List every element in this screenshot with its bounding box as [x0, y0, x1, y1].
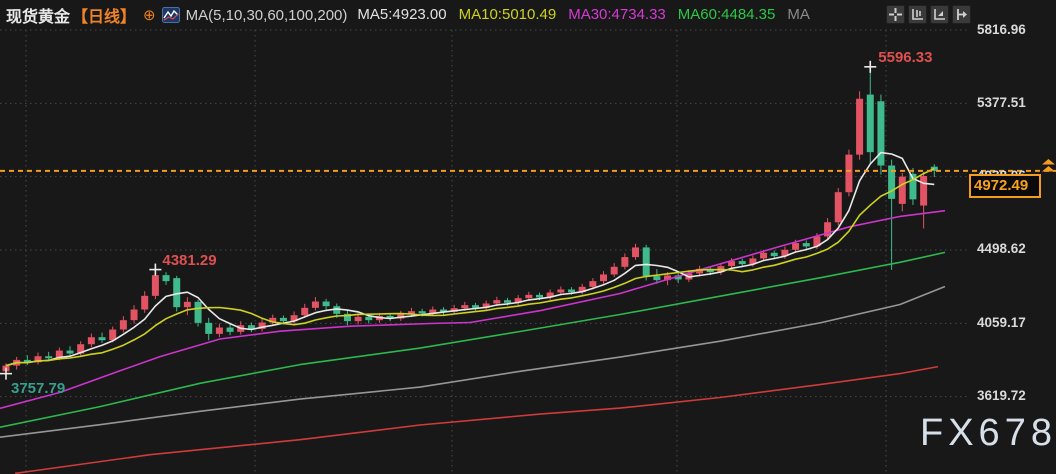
price-up-arrow-icon — [1041, 158, 1056, 173]
axis-label: 4059.17 — [977, 314, 1026, 330]
axis-label: 4498.62 — [977, 241, 1026, 257]
chart-type-icon[interactable] — [161, 7, 180, 23]
ma-value-label: MA5:4923.00 — [357, 6, 447, 23]
ma-values-group: MA5:4923.00 MA10:5010.49 MA30:4734.33 MA60:… — [357, 6, 821, 24]
chart-header: 现货黄金 【日线】 ⊕ MA(5,10,30,60,100,200) MA5:4… — [6, 4, 822, 26]
jump-to-latest-icon — [957, 9, 967, 20]
axis-scale-left-icon — [912, 9, 923, 20]
crosshair-tool-button[interactable] — [886, 5, 905, 24]
axis-label: 5816.96 — [977, 21, 1026, 37]
annotation-low-price: 3757.79 — [11, 379, 66, 397]
ma-value-label: MA60:4484.35 — [677, 6, 776, 23]
annotation-local-high-price: 4381.29 — [162, 251, 217, 269]
axis-label: 5377.51 — [977, 94, 1026, 110]
axis-scale-right-icon — [934, 9, 945, 20]
ma-indicator-label[interactable]: MA(5,10,30,60,100,200) — [185, 6, 348, 24]
add-compare-icon[interactable]: ⊕ — [143, 6, 156, 24]
crosshair-icon — [889, 8, 902, 21]
period-label[interactable]: 【日线】 — [72, 9, 137, 26]
snap-to-latest-button[interactable] — [952, 5, 971, 24]
ma-value-label: MA30:4734.33 — [568, 6, 666, 23]
annotation-high-price: 5596.33 — [878, 48, 933, 66]
last-price-tag: 4972.49 — [969, 173, 1041, 198]
chart-toolbar — [886, 5, 971, 24]
axis-label: 3619.72 — [977, 388, 1026, 404]
ma-value-label: MA — [787, 6, 810, 23]
watermark: FX678 — [920, 412, 1056, 454]
ma-value-label: MA10:5010.49 — [458, 6, 557, 23]
scale-axis-left-button[interactable] — [908, 5, 927, 24]
instrument-title: 现货黄金 — [6, 9, 71, 26]
scale-axis-right-button[interactable] — [930, 5, 949, 24]
